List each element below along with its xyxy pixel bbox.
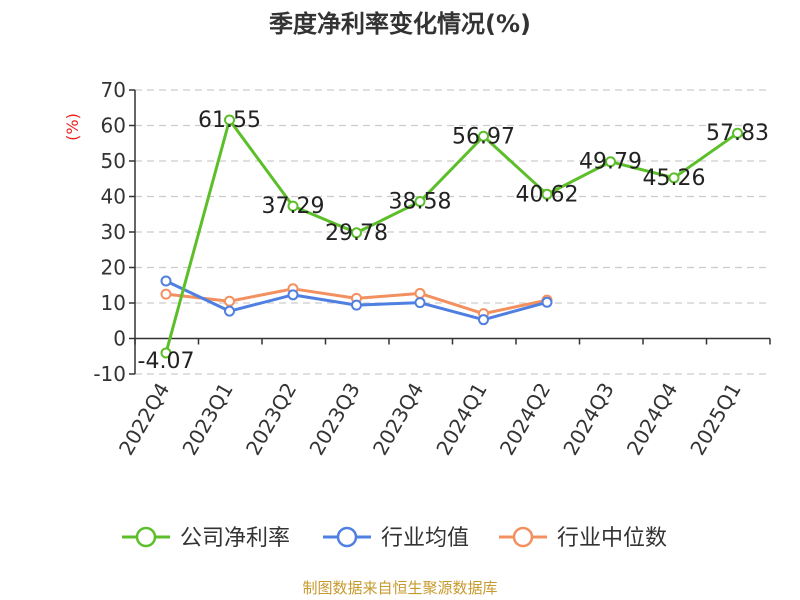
- y-tick-label: 50: [101, 149, 126, 173]
- series-lines: [160, 114, 743, 359]
- chart-title: 季度净利率变化情况(%): [269, 10, 531, 38]
- legend: 公司净利率 行业均值 行业中位数: [122, 526, 667, 551]
- x-tick-label: 2023Q2: [241, 379, 301, 460]
- y-axis-unit: (%): [63, 113, 82, 141]
- data-point: [668, 172, 680, 184]
- data-label: 49.79: [579, 150, 642, 175]
- x-tick-label: 2022Q4: [114, 379, 174, 460]
- data-point: [287, 289, 299, 301]
- data-point: [160, 275, 172, 287]
- y-tick-label: 20: [101, 256, 126, 280]
- data-point: [160, 347, 172, 359]
- y-tick-label: 10: [101, 291, 126, 315]
- data-point: [414, 297, 426, 309]
- x-tick-label: 2023Q1: [177, 379, 237, 460]
- data-point: [478, 314, 489, 326]
- x-tick-label: 2024Q4: [622, 379, 682, 460]
- x-tick-label: 2023Q3: [304, 379, 364, 460]
- data-label: 38.58: [389, 190, 452, 215]
- data-point: [351, 227, 362, 239]
- data-point: [160, 288, 172, 300]
- x-tick-label: 2025Q1: [685, 379, 745, 460]
- y-tick-label: 70: [101, 78, 126, 102]
- data-point: [414, 287, 426, 299]
- x-tick-label: 2024Q3: [558, 379, 618, 460]
- data-point: [287, 200, 299, 212]
- data-label: -4.07: [138, 349, 195, 374]
- data-label: 61.55: [198, 108, 261, 133]
- data-label: 40.62: [516, 182, 579, 207]
- data-point: [224, 305, 235, 317]
- data-label: 57.83: [706, 121, 769, 146]
- legend-swatch-marker: [135, 526, 157, 548]
- data-label: 37.29: [262, 194, 325, 219]
- legend-swatch-marker: [336, 526, 358, 548]
- data-label: 29.78: [325, 221, 388, 246]
- data-point: [478, 130, 489, 142]
- data-point: [541, 296, 553, 308]
- legend-label: 公司净利率: [180, 526, 290, 551]
- data-label: 56.97: [452, 124, 515, 149]
- data-point: [224, 114, 235, 126]
- data-label: 45.26: [643, 166, 706, 191]
- y-tick-label: -10: [93, 362, 126, 386]
- data-point: [224, 295, 235, 307]
- x-tick-label: 2023Q4: [368, 379, 428, 460]
- data-point: [732, 127, 743, 139]
- data-source: 制图数据来自恒生聚源数据库: [302, 579, 497, 597]
- y-tick-label: 60: [101, 114, 126, 138]
- legend-swatch-marker: [512, 526, 534, 548]
- data-point: [605, 156, 616, 168]
- data-point: [351, 299, 362, 311]
- data-point: [541, 188, 553, 200]
- x-tick-label: 2024Q2: [495, 379, 555, 460]
- y-tick-label: 30: [101, 220, 126, 244]
- x-tick-label: 2024Q1: [431, 379, 491, 460]
- legend-label: 行业均值: [381, 526, 469, 551]
- series-line: [164, 118, 739, 354]
- y-tick-label: 0: [113, 327, 126, 351]
- y-tick-label: 40: [101, 185, 126, 209]
- legend-label: 行业中位数: [557, 526, 667, 551]
- data-point: [414, 196, 426, 208]
